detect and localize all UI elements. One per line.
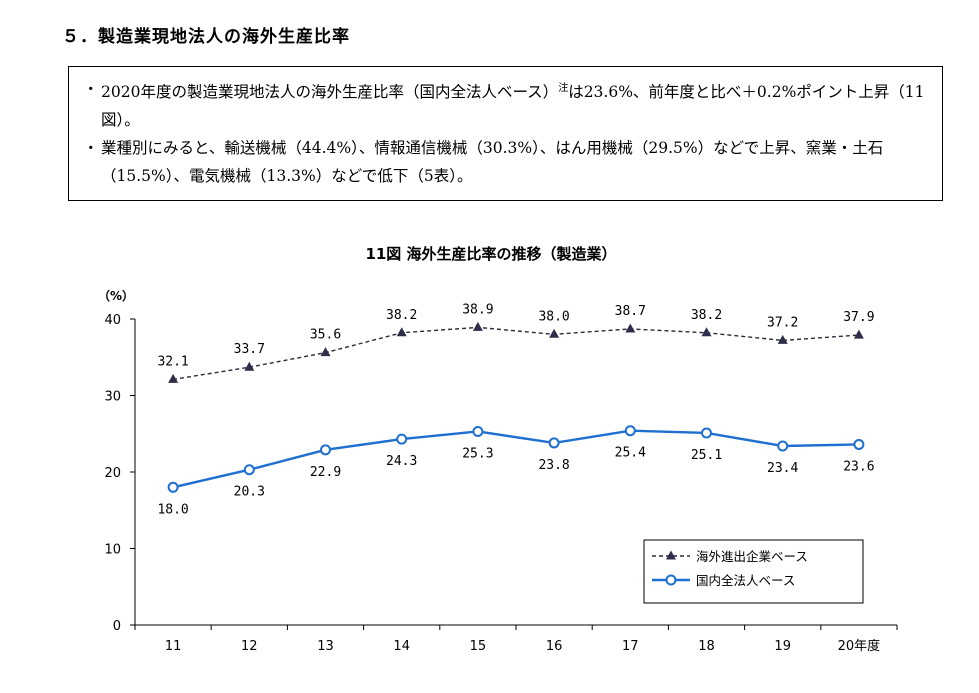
circle-marker — [167, 481, 179, 493]
triangle-marker — [396, 327, 407, 337]
data-label: 25.3 — [462, 446, 493, 461]
bullet-text: 業種別にみると、輸送機械（44.4%）、情報通信機械（30.3%）、はん用機械（… — [101, 139, 884, 186]
line-chart: 11図 海外生産比率の推移（製造業） （%） 0 10 20 30 40 11 12 13 14… — [98, 245, 898, 654]
data-label: 23.6 — [843, 459, 874, 474]
data-label: 32.1 — [157, 354, 188, 369]
triangle-marker — [625, 323, 636, 333]
circle-marker — [243, 464, 255, 476]
x-tick-label: 17 — [622, 639, 639, 654]
series-line-domestic — [172, 429, 859, 489]
triangle-marker — [777, 334, 788, 344]
circle-marker — [548, 437, 560, 449]
triangle-marker — [549, 328, 560, 338]
triangle-marker — [853, 329, 864, 339]
y-tick-label: 20 — [104, 466, 121, 481]
data-label: 38.7 — [615, 304, 646, 319]
x-tick-label: 19 — [774, 639, 791, 654]
legend-label: 海外進出企業ベース — [696, 549, 808, 564]
data-label: 38.9 — [462, 302, 493, 317]
legend-triangle-marker — [666, 550, 676, 560]
data-label: 23.8 — [538, 458, 569, 473]
series-line-overseas — [172, 326, 859, 381]
y-tick-label: 0 — [113, 619, 121, 634]
triangle-marker — [472, 321, 483, 331]
x-tick-label: 18 — [698, 639, 715, 654]
circle-marker — [472, 425, 484, 437]
x-tick-label: 20年度 — [838, 638, 881, 654]
data-label: 37.9 — [843, 310, 874, 325]
data-label: 38.2 — [386, 308, 417, 323]
footnote-marker: 注 — [558, 83, 569, 94]
section-heading: ５．製造業現地法人の海外生産比率 — [62, 27, 350, 47]
triangle-marker — [168, 373, 179, 383]
data-label: 23.4 — [767, 461, 798, 476]
triangle-marker — [244, 361, 255, 371]
summary-bullet: ・ 業種別にみると、輸送機械（44.4%）、情報通信機械（30.3%）、はん用機… — [83, 134, 928, 190]
summary-box: ・ 2020年度の製造業現地法人の海外生産比率（国内全法人ベース）注は23.6%… — [68, 66, 943, 201]
data-labels: 32.1 33.7 35.6 38.2 38.9 38.0 38.7 38.2 37.2 37.9… — [157, 302, 874, 517]
legend-label: 国内全法人ベース — [696, 573, 795, 588]
bullet-text-part: 2020年度の製造業現地法人の海外生産比率（国内全法人ベース） — [101, 83, 559, 102]
series-lines — [172, 326, 859, 489]
data-label: 20.3 — [234, 485, 265, 500]
data-label: 35.6 — [310, 328, 341, 343]
data-label: 33.7 — [234, 342, 265, 357]
bullet-text: 2020年度の製造業現地法人の海外生産比率（国内全法人ベース）注は23.6%、前… — [101, 75, 928, 134]
bullet-mark: ・ — [83, 80, 99, 98]
circle-marker — [853, 438, 865, 450]
x-tick-label: 15 — [470, 639, 487, 654]
y-tick-label: 10 — [104, 543, 121, 558]
y-axis-unit: （%） — [98, 288, 134, 303]
x-tick-label: 16 — [546, 639, 563, 654]
circle-marker — [777, 440, 789, 452]
circle-marker — [320, 444, 331, 456]
bullet-text-part: は23.6%、前年度と比べ＋0.2%ポイント上昇（11図）。 — [101, 83, 925, 130]
legend-box — [643, 539, 864, 604]
data-label: 25.1 — [691, 448, 722, 463]
x-tick-label: 13 — [317, 639, 334, 654]
axes: 0 10 20 30 40 11 12 13 14 15 16 17 18 19 20年度 — [104, 313, 898, 654]
x-tick-label: 11 — [165, 639, 182, 654]
data-label: 22.9 — [310, 465, 341, 480]
series-markers — [167, 321, 865, 493]
triangle-marker — [320, 347, 331, 357]
data-label: 24.3 — [386, 454, 417, 469]
data-label: 38.2 — [691, 308, 722, 323]
chart-container: 11図 海外生産比率の推移（製造業） （%） 0 10 20 30 40 11 12 13 14… — [0, 230, 979, 689]
circle-marker — [701, 427, 712, 439]
circle-marker — [624, 425, 636, 437]
triangle-marker — [701, 327, 712, 337]
circle-marker — [396, 433, 408, 445]
y-tick-label: 30 — [104, 390, 121, 405]
summary-bullet: ・ 2020年度の製造業現地法人の海外生産比率（国内全法人ベース）注は23.6%… — [83, 75, 928, 134]
x-tick-label: 12 — [241, 639, 258, 654]
data-label: 38.0 — [538, 309, 569, 324]
data-label: 25.4 — [615, 446, 646, 461]
y-tick-label: 40 — [104, 313, 121, 328]
x-tick-label: 14 — [393, 639, 410, 654]
data-label: 37.2 — [767, 315, 798, 330]
chart-title: 11図 海外生産比率の推移（製造業） — [365, 245, 616, 263]
legend-circle-marker — [665, 574, 677, 586]
bullet-mark: ・ — [83, 139, 99, 158]
data-label: 18.0 — [157, 502, 188, 517]
